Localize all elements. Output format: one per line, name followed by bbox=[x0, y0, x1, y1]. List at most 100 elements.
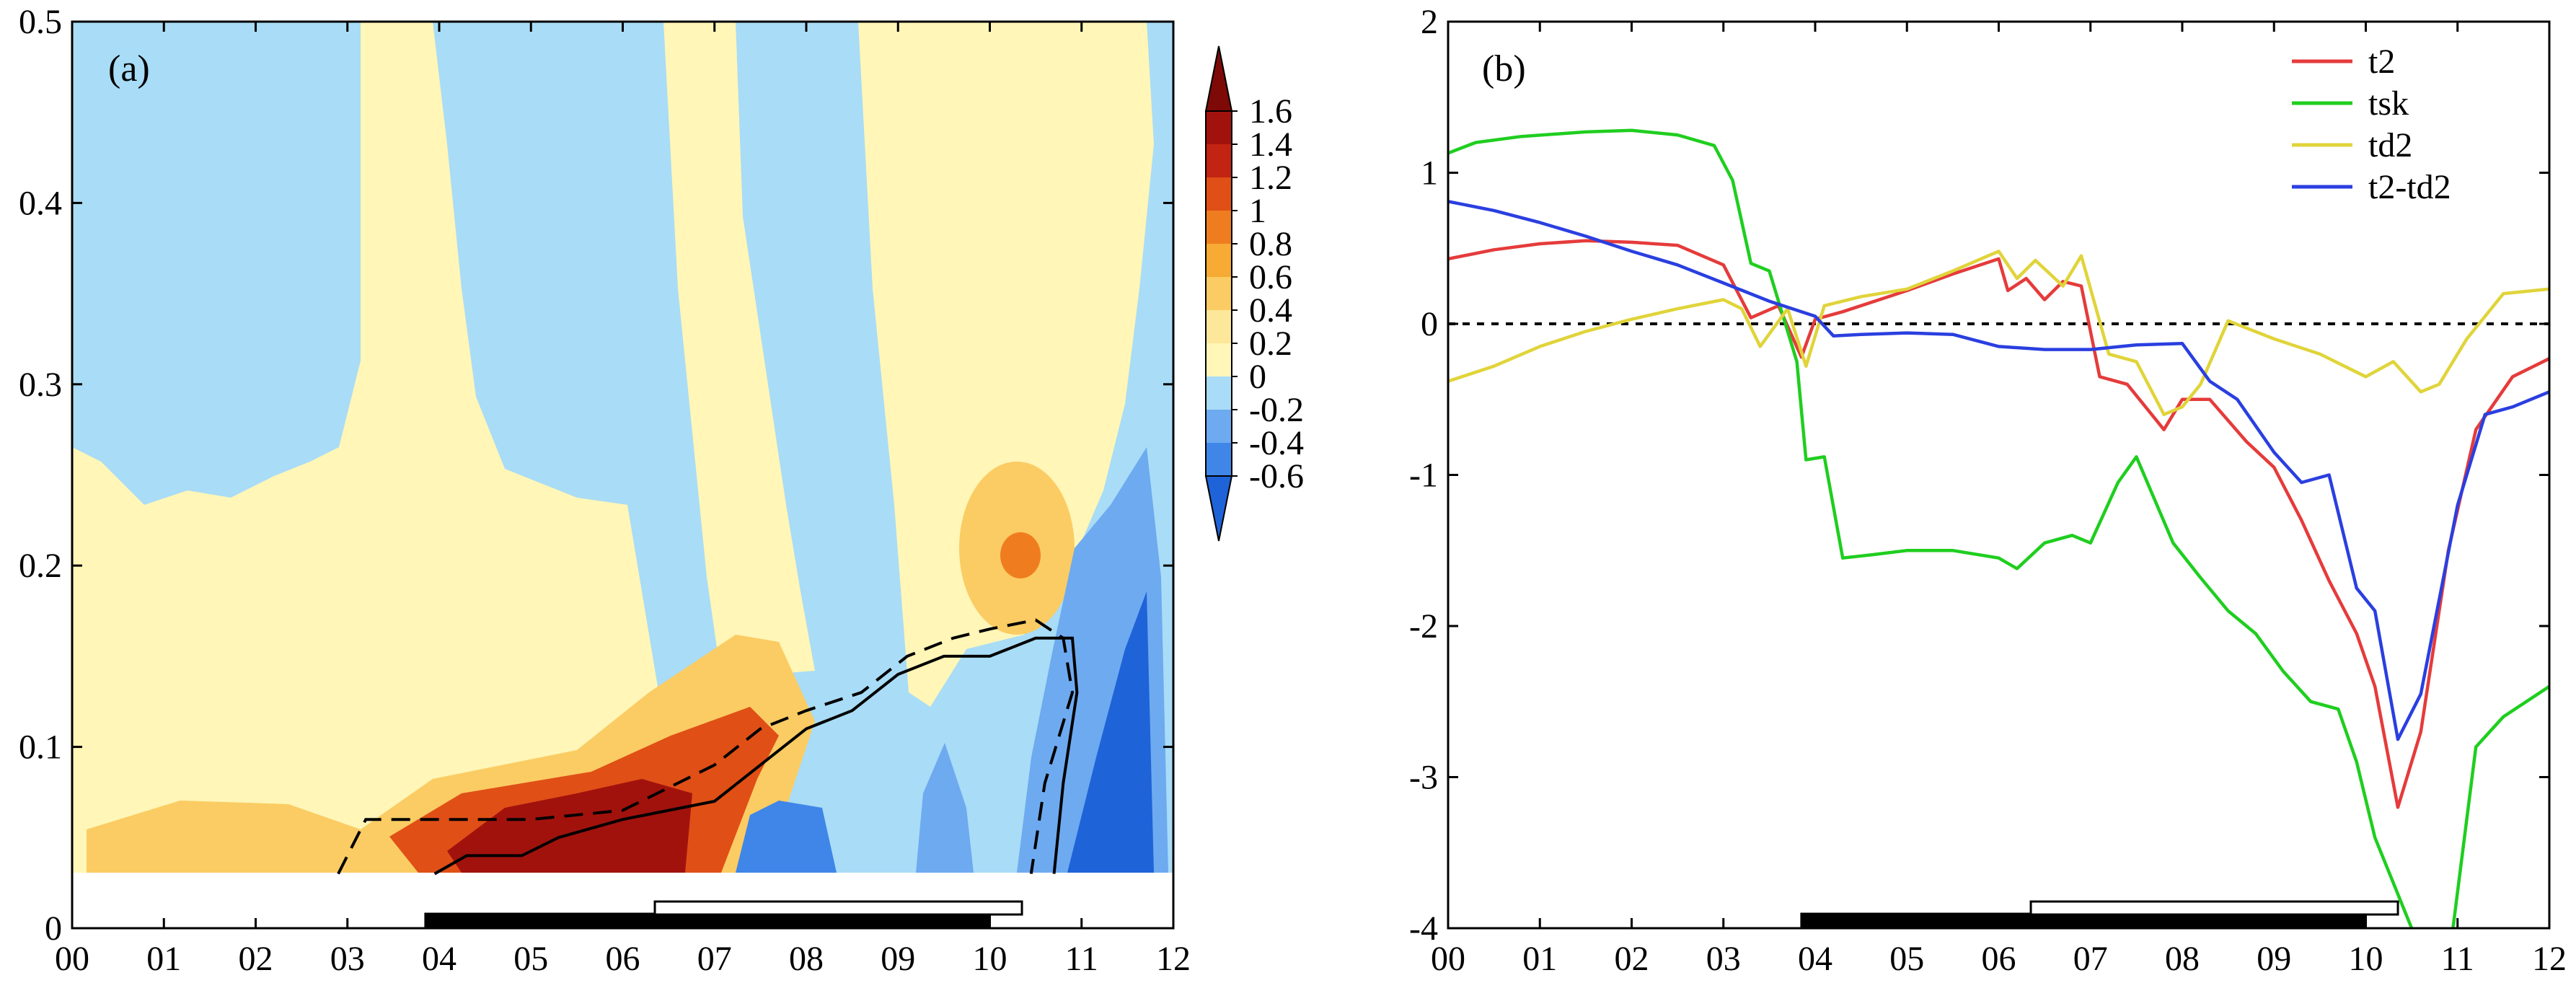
legend-label: tsk bbox=[2368, 84, 2409, 123]
heatmap-region-cold-anomaly-right-core bbox=[1067, 591, 1154, 873]
colorbar-label: 0.8 bbox=[1249, 225, 1292, 263]
colorbar-segment bbox=[1206, 376, 1232, 410]
x-tick-label: 05 bbox=[1889, 940, 1924, 978]
colorbar: -0.6-0.4-0.200.20.40.60.811.21.41.6 bbox=[1204, 45, 1304, 542]
heatmap-region-positive-band-mid bbox=[663, 22, 815, 678]
y-tick-label: -3 bbox=[1409, 759, 1438, 797]
legend-label: t2-td2 bbox=[2368, 168, 2451, 206]
legend-label: td2 bbox=[2368, 126, 2412, 164]
colorbar-label: 1.2 bbox=[1249, 159, 1292, 197]
series-line-t2-td2 bbox=[1448, 200, 2549, 741]
series-line-t2 bbox=[1448, 239, 2549, 809]
panel-a: (a) 00 01 02 03 04 05 06 07 08 09 10 11 12 0 0.1 0.2 0.3… bbox=[19, 3, 1191, 978]
y-tick-label: -1 bbox=[1409, 457, 1438, 495]
colorbar-label: -0.2 bbox=[1249, 391, 1304, 429]
colorbar-label: 0.2 bbox=[1249, 325, 1292, 363]
y-tick-label: 0.2 bbox=[19, 547, 62, 585]
heatmap-region-positive-band-left bbox=[72, 22, 700, 873]
colorbar-segment bbox=[1206, 211, 1232, 244]
panel-b-series bbox=[1448, 128, 2549, 928]
x-tick-label: 11 bbox=[2441, 940, 2474, 978]
x-tick-label: 02 bbox=[239, 940, 273, 978]
x-tick-label: 04 bbox=[1798, 940, 1832, 978]
x-tick-label: 08 bbox=[2165, 940, 2200, 978]
x-tick-label: 06 bbox=[1982, 940, 2016, 978]
colorbar-extend-high bbox=[1204, 45, 1233, 112]
x-tick-label: 06 bbox=[606, 940, 640, 978]
boundary-line-solid bbox=[433, 636, 1079, 876]
heatmap-region-cold-anomaly-mid bbox=[736, 801, 837, 873]
x-tick-label: 12 bbox=[1156, 940, 1191, 978]
colorbar-label: 0.4 bbox=[1249, 291, 1292, 330]
colorbar-label: -0.6 bbox=[1249, 457, 1304, 495]
x-tick-label: 11 bbox=[1065, 940, 1098, 978]
colorbar-label: -0.4 bbox=[1249, 424, 1304, 462]
colorbar-segment bbox=[1206, 111, 1232, 144]
period-bars-a bbox=[424, 900, 1023, 930]
series-line-tsk bbox=[1448, 128, 2414, 928]
colorbar-segment bbox=[1206, 244, 1232, 277]
colorbar-segment bbox=[1206, 177, 1232, 211]
period-bar-black bbox=[1800, 912, 2368, 930]
y-tick-label: 1 bbox=[1421, 154, 1438, 193]
y-tick-label: 0.5 bbox=[19, 3, 62, 41]
colorbar-label: 1.6 bbox=[1249, 92, 1292, 131]
legend-label: t2 bbox=[2368, 43, 2395, 81]
colorbar-frame bbox=[1205, 110, 1232, 477]
colorbar-segment bbox=[1206, 343, 1232, 376]
y-tick-label: -4 bbox=[1409, 909, 1438, 948]
x-tick-label: 05 bbox=[513, 940, 548, 978]
colorbar-label: 0 bbox=[1249, 358, 1266, 396]
x-tick-label: 10 bbox=[2349, 940, 2383, 978]
colorbar-segment bbox=[1206, 310, 1232, 343]
colorbar-label: 0.6 bbox=[1249, 258, 1292, 296]
period-bar-black bbox=[424, 912, 991, 930]
panel-b-background bbox=[1448, 22, 2549, 928]
x-tick-label: 07 bbox=[2073, 940, 2108, 978]
y-tick-label: 2 bbox=[1421, 3, 1438, 41]
colorbar-segment bbox=[1206, 144, 1232, 177]
panel-a-axes: 00 01 02 03 04 05 06 07 08 09 10 11 12 0 0.1 0.2 0.3 0.4 0… bbox=[19, 3, 1191, 978]
x-tick-label: 02 bbox=[1615, 940, 1649, 978]
colorbar-segment bbox=[1206, 443, 1232, 476]
series-line-td2 bbox=[1448, 250, 2549, 416]
boundary-line-dashed bbox=[337, 618, 1075, 875]
colorbar-label: 1 bbox=[1249, 192, 1266, 230]
x-tick-label: 00 bbox=[1431, 940, 1465, 978]
y-tick-label: -2 bbox=[1409, 607, 1438, 645]
y-tick-label: 0 bbox=[45, 909, 62, 948]
y-tick-label: 0.3 bbox=[19, 366, 62, 404]
x-tick-label: 10 bbox=[973, 940, 1007, 978]
heatmap-region-cold-anomaly-mid-2 bbox=[916, 743, 974, 873]
y-tick-label: 0.4 bbox=[19, 184, 62, 222]
x-tick-label: 08 bbox=[789, 940, 824, 978]
x-tick-label: 03 bbox=[1706, 940, 1741, 978]
panel-a-field bbox=[72, 22, 1173, 928]
colorbar-segment bbox=[1206, 410, 1232, 443]
period-bar-white bbox=[653, 900, 1023, 916]
y-tick-label: 0 bbox=[1421, 305, 1438, 343]
x-tick-label: 01 bbox=[146, 940, 181, 978]
colorbar-label: 1.4 bbox=[1249, 125, 1292, 164]
x-tick-label: 01 bbox=[1522, 940, 1557, 978]
x-tick-label: 04 bbox=[422, 940, 456, 978]
panel-b-label: (b) bbox=[1482, 48, 1526, 89]
panel-a-label: (a) bbox=[108, 48, 150, 89]
x-tick-label: 09 bbox=[881, 940, 915, 978]
x-tick-label: 12 bbox=[2532, 940, 2567, 978]
x-tick-label: 00 bbox=[55, 940, 89, 978]
x-tick-label: 03 bbox=[330, 940, 365, 978]
heatmap-region-near-surface-warm-center bbox=[447, 779, 692, 873]
heatmap-region-upper-warm-core bbox=[1000, 532, 1041, 578]
colorbar-extend-low bbox=[1204, 475, 1233, 542]
period-bar-white bbox=[2029, 900, 2399, 916]
x-tick-label: 07 bbox=[697, 940, 732, 978]
heatmap-region-positive-band-right bbox=[858, 22, 1154, 707]
series-line-tsk-recovery bbox=[2451, 684, 2549, 928]
colorbar-segment bbox=[1206, 277, 1232, 310]
x-tick-label: 09 bbox=[2257, 940, 2291, 978]
